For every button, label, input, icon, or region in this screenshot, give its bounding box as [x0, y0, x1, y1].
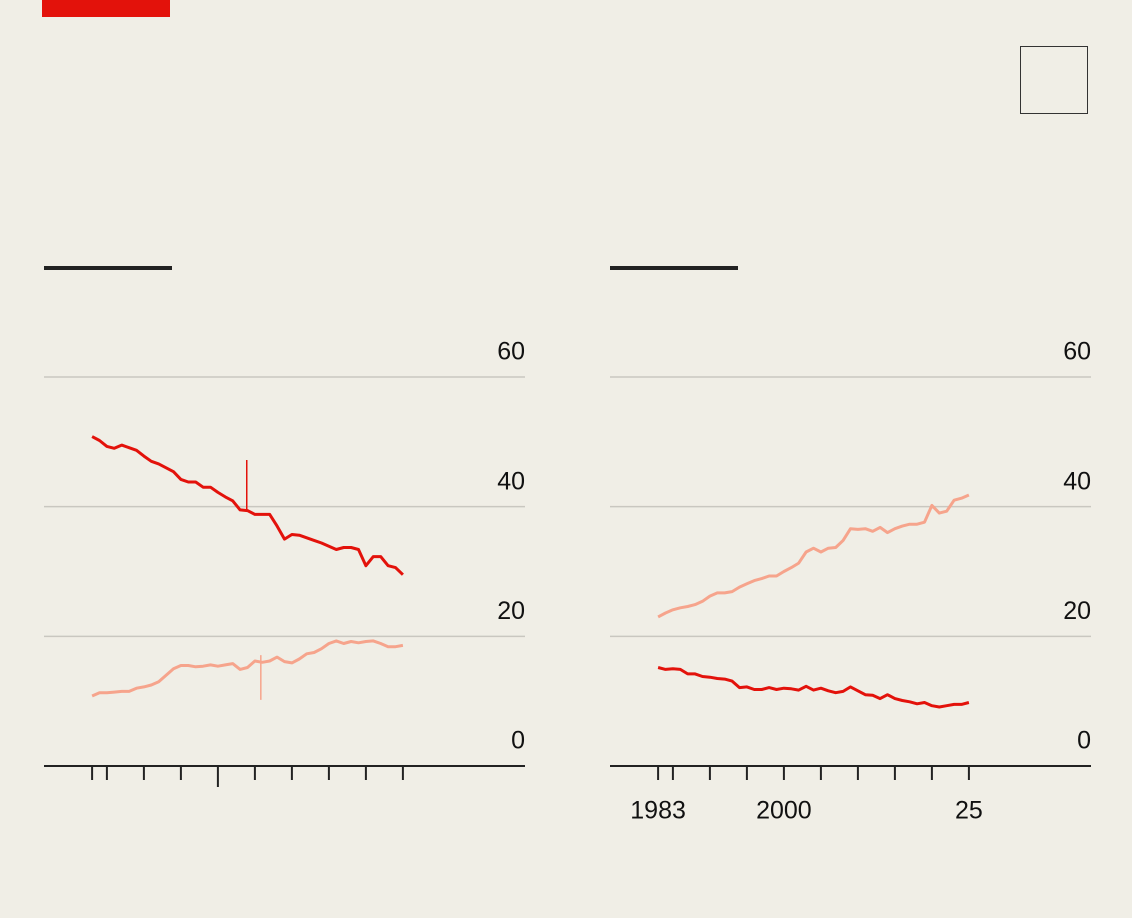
- y-tick-label: 0: [1077, 727, 1091, 755]
- x-tick-label: 2000: [756, 797, 812, 825]
- series-line: [91, 435, 404, 576]
- y-tick-label: 60: [1063, 338, 1091, 366]
- series-line: [657, 493, 970, 619]
- y-tick-label: 20: [1063, 597, 1091, 625]
- x-tick-label: 25: [955, 797, 983, 825]
- y-tick-label: 60: [497, 338, 525, 366]
- y-tick-label: 40: [1063, 467, 1091, 495]
- brand-bar: [42, 0, 170, 17]
- panel-rule: [44, 266, 172, 270]
- series-line: [91, 639, 404, 698]
- series-line: [657, 666, 970, 709]
- x-tick-label: 1983: [630, 797, 686, 825]
- y-tick-label: 0: [511, 727, 525, 755]
- y-tick-label: 20: [497, 597, 525, 625]
- panel-rule: [610, 266, 738, 270]
- legend-box: [1020, 46, 1088, 114]
- y-tick-label: 40: [497, 467, 525, 495]
